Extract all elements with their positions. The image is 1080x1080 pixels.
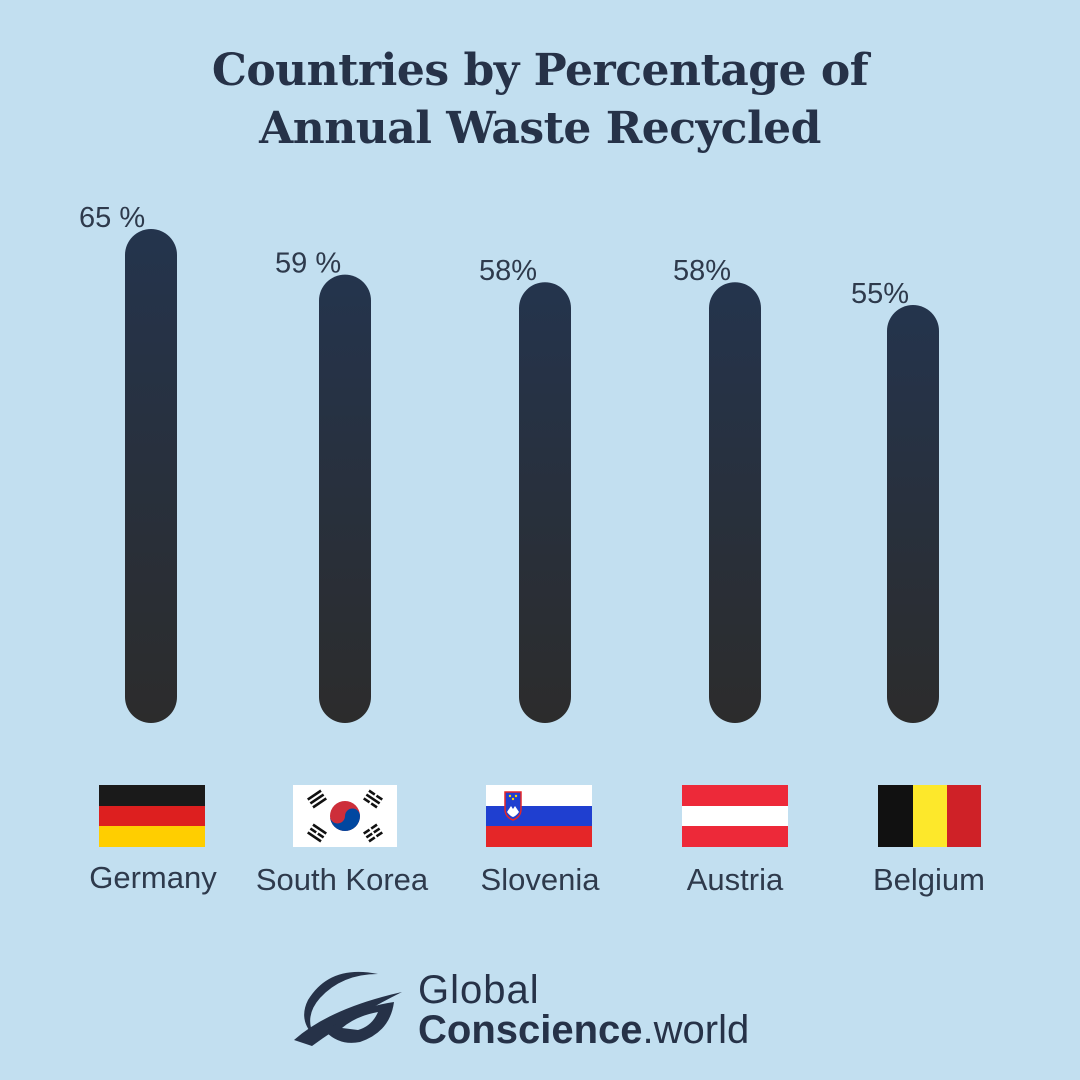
category-label-belgium: Belgium <box>873 862 985 897</box>
category-label-slovenia: Slovenia <box>480 862 600 897</box>
bars-group <box>125 229 939 723</box>
bar-belgium <box>887 305 939 723</box>
bar-austria <box>709 282 761 723</box>
value-label-belgium: 55% <box>851 278 909 310</box>
category-label-germany: Germany <box>89 860 217 895</box>
bar-germany <box>125 229 177 723</box>
global-conscience-logo: Global Conscience.world <box>290 962 810 1062</box>
logo-text-world: .world <box>642 1008 750 1052</box>
bar-south-korea <box>319 274 371 723</box>
belgium-flag-icon <box>878 785 981 847</box>
chart-title: Countries by Percentage of Annual Waste … <box>0 42 1080 158</box>
value-label-austria: 58% <box>673 255 731 287</box>
bar-chart: 65 % 59 % 58% 58% 55% <box>79 202 939 723</box>
germany-flag-icon <box>99 785 205 847</box>
value-label-slovenia: 58% <box>479 255 537 287</box>
chart-title-line-2: Annual Waste Recycled <box>259 103 821 154</box>
slovenia-flag-icon <box>486 785 592 847</box>
value-labels-group: 65 % 59 % 58% 58% 55% <box>79 202 909 310</box>
value-label-germany: 65 % <box>79 202 145 234</box>
global-conscience-logo-icon <box>294 971 402 1046</box>
austria-flag-icon <box>682 785 788 847</box>
logo-text-conscience: Conscience.world <box>418 1008 749 1053</box>
category-label-south-korea: South Korea <box>255 862 429 897</box>
chart-title-line-1: Countries by Percentage of <box>211 45 869 96</box>
value-label-south-korea: 59 % <box>275 248 341 280</box>
south-korea-flag-icon <box>293 785 397 847</box>
category-label-austria: Austria <box>686 862 784 897</box>
bar-slovenia <box>519 282 571 723</box>
logo-text-global: Global <box>418 968 540 1012</box>
logo-text-conscience-bold: Conscience <box>418 1008 643 1052</box>
